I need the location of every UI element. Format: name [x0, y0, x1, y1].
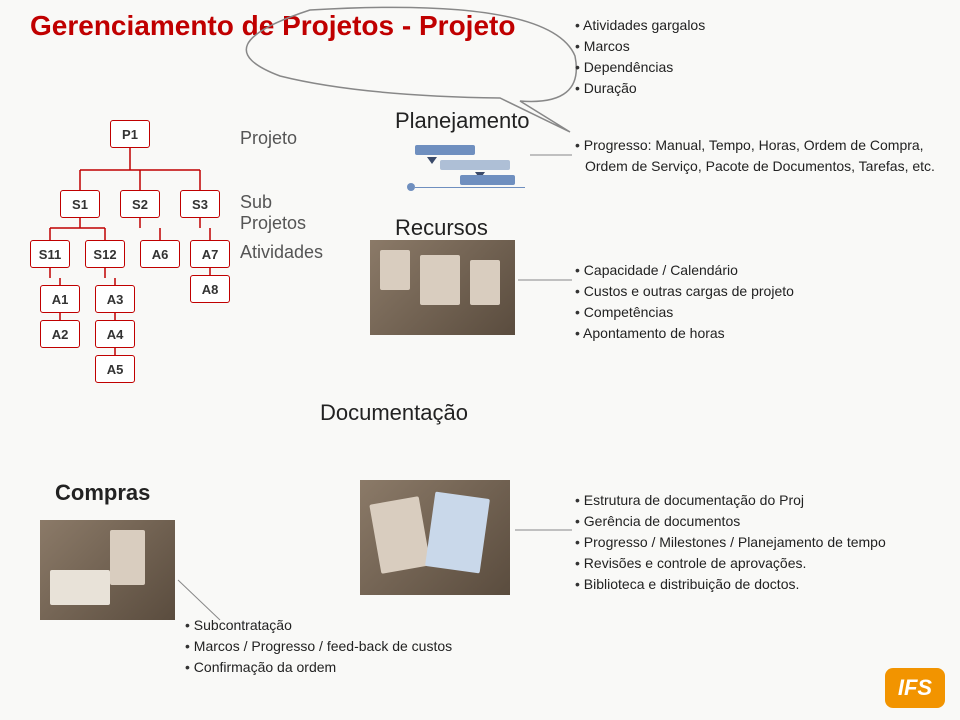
wbs-node-a4: A4	[95, 320, 135, 348]
wbs-node-a2: A2	[40, 320, 80, 348]
wbs-node-a6: A6	[140, 240, 180, 268]
wbs-node-a8: A8	[190, 275, 230, 303]
wbs-node-s2: S2	[120, 190, 160, 218]
wbs-label-atividades: Atividades	[240, 242, 323, 263]
logo-ifs: IFS	[885, 668, 945, 708]
wbs-label-subprojetos: Sub Projetos	[240, 192, 330, 234]
wbs-node-p1: P1	[110, 120, 150, 148]
wbs-node-a5: A5	[95, 355, 135, 383]
wbs-node-a7: A7	[190, 240, 230, 268]
wbs-node-a3: A3	[95, 285, 135, 313]
wbs-node-s12: S12	[85, 240, 125, 268]
wbs-label-projeto: Projeto	[240, 128, 297, 149]
wbs-node-s1: S1	[60, 190, 100, 218]
wbs-node-s11: S11	[30, 240, 70, 268]
wbs-node-s3: S3	[180, 190, 220, 218]
wbs-tree: P1 S1 S2 S3 S11 S12 A6 A7 A8 A1 A2 A3 A4…	[30, 120, 330, 380]
wbs-node-a1: A1	[40, 285, 80, 313]
